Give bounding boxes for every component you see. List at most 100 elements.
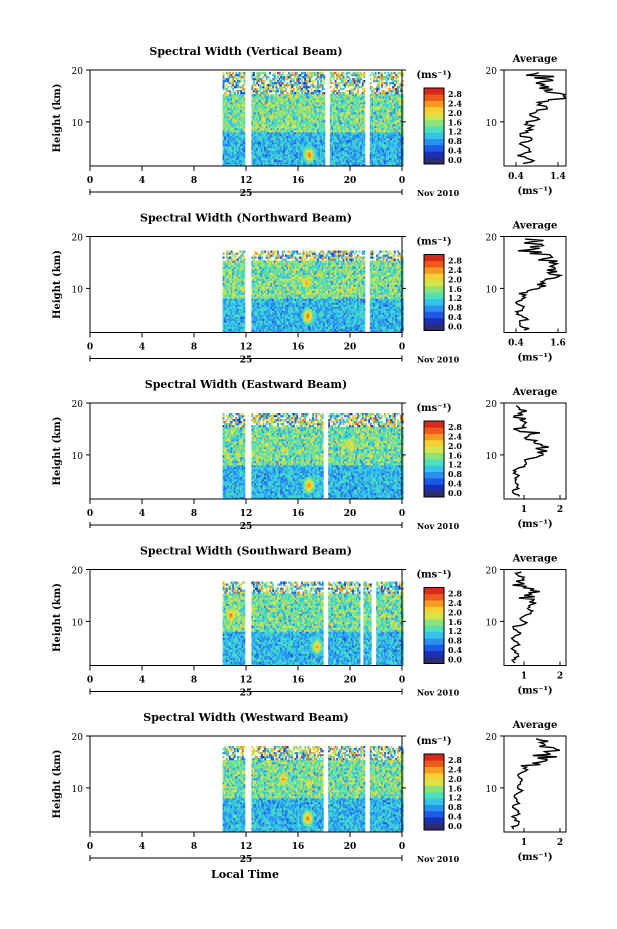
x-tick-label: 4 [139,509,145,519]
colorbar [424,255,444,331]
y-tick-label: 20 [72,400,84,410]
colorbar-swatch [424,261,444,268]
colorbar-swatch [424,446,444,453]
colorbar-swatch [424,286,444,293]
heatmap [223,582,404,666]
heatmap [223,746,404,832]
colorbar [424,421,444,497]
colorbar-swatch [424,632,444,639]
avg-x-tick-label: 0.4 [508,339,524,349]
avg-y-tick-label: 10 [486,785,498,795]
heatmap [223,251,404,333]
heatmap [223,72,404,166]
colorbar-swatch [424,792,444,799]
y-axis-label: Height (km) [52,750,63,819]
average-title: Average [512,387,558,398]
average-title: Average [512,221,558,232]
colorbar-label: (ms⁻¹) [416,237,451,248]
date-marker: 25 [240,522,253,532]
colorbar-swatch [424,779,444,786]
colorbar-tick-label: 0.0 [448,155,462,165]
colorbar-swatch [424,145,444,152]
colorbar-swatch [424,594,444,601]
average-xlabel: (ms⁻¹) [517,852,552,863]
month-year: Nov 2010 [417,521,460,531]
avg-y-tick-label: 20 [486,400,498,410]
panel-3: Spectral Width (Eastward Beam)1020Height… [52,378,566,532]
colorbar-swatch [424,760,444,767]
avg-x-tick-label: 2 [557,838,563,848]
colorbar-label: (ms⁻¹) [416,736,451,747]
colorbar-swatch [424,280,444,287]
colorbar-swatch [424,811,444,818]
colorbar-swatch [424,817,444,824]
avg-y-tick-label: 10 [486,618,498,628]
average-title: Average [512,54,558,65]
average-xlabel: (ms⁻¹) [517,519,552,530]
panel-title: Spectral Width (Westward Beam) [143,711,348,724]
avg-x-tick-label: 1.6 [550,339,566,349]
avg-y-tick-label: 20 [486,733,498,743]
heatmap [223,413,404,499]
x-tick-label: 0 [87,343,93,353]
colorbar-swatch [424,491,444,498]
x-tick-label: 0 [87,509,93,519]
month-year: Nov 2010 [417,355,460,365]
x-tick-label: 0 [87,176,93,186]
average-xlabel: (ms⁻¹) [517,186,552,197]
colorbar-label: (ms⁻¹) [416,570,451,581]
x-tick-label: 20 [344,676,357,686]
colorbar-swatch [424,434,444,441]
month-year: Nov 2010 [417,188,460,198]
panel-title: Spectral Width (Northward Beam) [140,212,352,225]
y-axis-label: Height (km) [52,84,63,153]
colorbar-swatch [424,312,444,319]
x-tick-label: 0 [399,842,405,852]
x-tick-label: 4 [139,343,145,353]
average-frame [504,237,566,333]
colorbar-swatch [424,773,444,780]
panel-title: Spectral Width (Southward Beam) [140,545,352,558]
colorbar-swatch [424,465,444,472]
y-tick-label: 10 [72,452,84,462]
colorbar-swatch [424,255,444,262]
colorbar-swatch [424,484,444,491]
y-tick-label: 10 [72,119,84,129]
panel-1: Spectral Width (Vertical Beam)1020Height… [52,45,566,199]
x-tick-label: 16 [292,343,305,353]
avg-y-tick-label: 20 [486,67,498,77]
month-year: Nov 2010 [417,688,460,698]
y-tick-label: 10 [72,785,84,795]
colorbar-swatch [424,126,444,133]
x-tick-label: 16 [292,676,305,686]
avg-y-tick-label: 10 [486,119,498,129]
x-tick-label: 0 [399,176,405,186]
x-tick-label: 8 [191,176,197,186]
average-xlabel: (ms⁻¹) [517,353,552,364]
colorbar-swatch [424,607,444,614]
x-tick-label: 0 [87,842,93,852]
y-axis-label: Height (km) [52,250,63,319]
colorbar-swatch [424,786,444,793]
average-title: Average [512,554,558,565]
panel-4: Spectral Width (Southward Beam)1020Heigh… [52,545,566,699]
date-marker: 25 [240,689,253,699]
x-tick-label: 12 [240,842,253,852]
colorbar-swatch [424,324,444,331]
y-tick-label: 20 [72,567,84,577]
avg-x-tick-label: 1 [521,672,527,682]
average-profile-line [512,739,560,830]
x-tick-label: 12 [240,676,253,686]
figure-canvas: Spectral Width (Vertical Beam)1020Height… [0,0,617,929]
y-tick-label: 10 [72,285,84,295]
colorbar-swatch [424,657,444,664]
x-tick-label: 8 [191,676,197,686]
colorbar-tick-label: 0.0 [448,821,462,831]
x-tick-label: 12 [240,343,253,353]
colorbar [424,754,444,830]
x-tick-label: 0 [399,676,405,686]
x-tick-label: 4 [139,176,145,186]
colorbar-swatch [424,132,444,139]
colorbar-swatch [424,798,444,805]
colorbar-swatch [424,754,444,761]
